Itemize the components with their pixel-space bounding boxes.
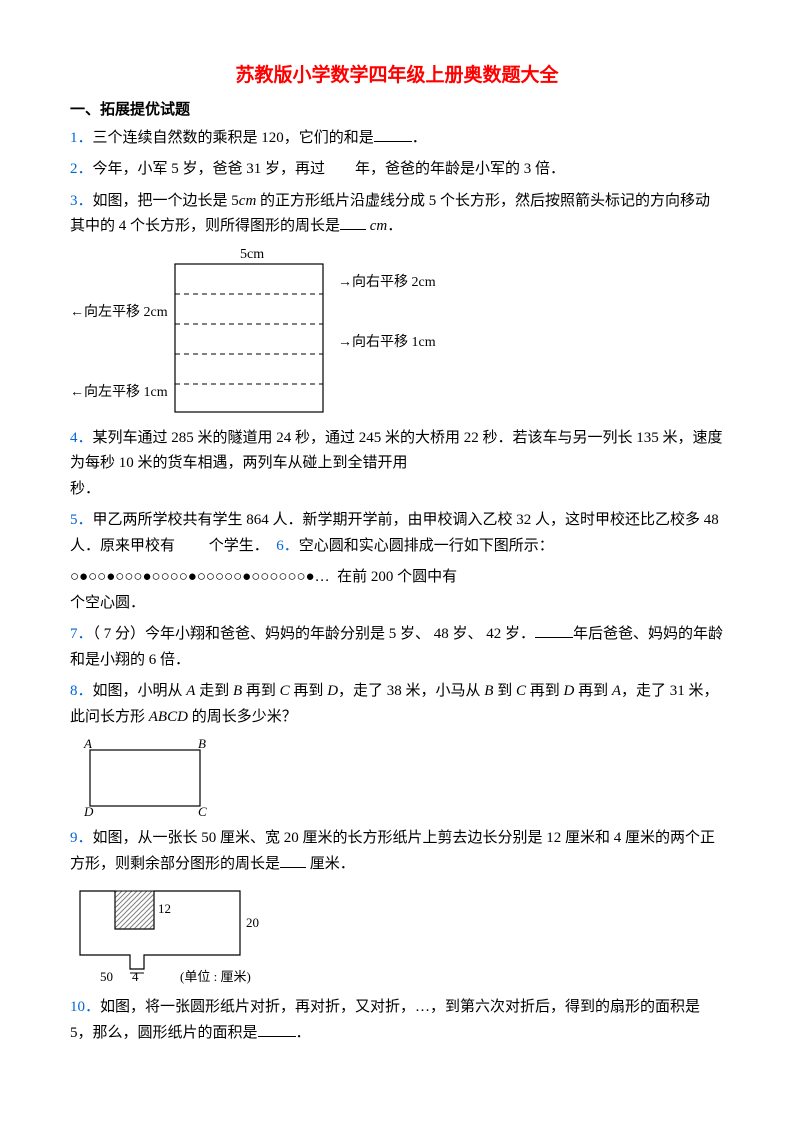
question-9: 9．如图，从一张长 50 厘米、宽 20 厘米的长方形纸片上剪去边长分别是 12… — [70, 826, 724, 877]
q3-fig-square — [175, 264, 323, 412]
q10-blank — [258, 1021, 296, 1037]
q8-fig-B: B — [198, 736, 206, 751]
q3-cm1: cm — [239, 193, 257, 209]
q8-ABCD: ABCD — [149, 709, 188, 725]
question-7: 7．（ 7 分）今年小翔和爸爸、妈妈的年龄分别是 5 岁、 48 岁、 42 岁… — [70, 622, 724, 673]
q6-num: 6． — [276, 538, 299, 554]
q3-fig-right2: →向右平移 1cm — [338, 334, 436, 350]
q3-fig-top-label: 5cm — [240, 247, 264, 262]
q1-num: 1． — [70, 130, 93, 146]
q6-text: 空心圆和实心圆排成一行如下图所示： — [299, 538, 554, 554]
q4-text-a: 某列车通过 285 米的隧道用 24 秒，通过 245 米的大桥用 22 秒．若… — [70, 430, 723, 472]
question-8: 8．如图，小明从 A 走到 B 再到 C 再到 D，走了 38 米，小马从 B … — [70, 679, 724, 730]
q10-text-b: ． — [296, 1025, 311, 1041]
q8-t1: 走到 — [195, 683, 233, 699]
q9-figure: 12 4 50 20 (单位 : 厘米) — [70, 883, 724, 987]
q8-D1: D — [327, 683, 338, 699]
q8-C1: C — [280, 683, 290, 699]
q3-fig-right1: →向右平移 2cm — [338, 274, 436, 290]
q2-text: 今年，小军 5 岁，爸爸 31 岁，再过 年，爸爸的年龄是小军的 3 倍． — [93, 161, 566, 177]
q8-fig-C: C — [198, 804, 207, 818]
q1-text-b: ． — [412, 130, 427, 146]
q8-B1: B — [233, 683, 242, 699]
q8-C2: C — [516, 683, 526, 699]
question-2: 2．今年，小军 5 岁，爸爸 31 岁，再过 年，爸爸的年龄是小军的 3 倍． — [70, 157, 724, 183]
pattern-text-b: 个空心圆． — [70, 595, 145, 611]
q3-num: 3． — [70, 193, 93, 209]
page-title: 苏教版小学数学四年级上册奥数题大全 — [70, 60, 724, 92]
question-3: 3．如图，把一个边长是 5cm 的正方形纸片沿虚线分成 5 个长方形，然后按照箭… — [70, 189, 724, 240]
q5-num: 5． — [70, 512, 93, 528]
question-4: 4．某列车通过 285 米的隧道用 24 秒，通过 245 米的大桥用 22 秒… — [70, 426, 724, 503]
q8-figure: A B C D — [70, 736, 724, 818]
q7-text-a: （ 7 分）今年小翔和爸爸、妈妈的年龄分别是 5 岁、 48 岁、 42 岁． — [93, 626, 536, 642]
q8-fig-rect — [90, 750, 200, 806]
q2-num: 2． — [70, 161, 93, 177]
q7-blank — [535, 622, 573, 638]
q3-cm2: cm — [370, 218, 388, 234]
q9-fig-l4: 4 — [132, 969, 139, 984]
q4-num: 4． — [70, 430, 93, 446]
q9-fig-l20: 20 — [246, 915, 259, 930]
q1-text-a: 三个连续自然数的乘积是 120，它们的和是 — [93, 130, 374, 146]
q9-num: 9． — [70, 830, 93, 846]
q8-t6: 再到 — [526, 683, 564, 699]
question-10: 10．如图，将一张圆形纸片对折，再对折，又对折，…，到第六次对折后，得到的扇形的… — [70, 995, 724, 1046]
q9-blank — [280, 852, 306, 868]
q9-text-a: 如图，从一张长 50 厘米、宽 20 厘米的长方形纸片上剪去边长分别是 12 厘… — [70, 830, 715, 872]
q10-num: 10． — [70, 999, 100, 1015]
q10-text-a: 如图，将一张圆形纸片对折，再对折，又对折，…，到第六次对折后，得到的扇形的面积是… — [70, 999, 700, 1041]
q1-blank — [374, 126, 412, 142]
q8-fig-A: A — [83, 736, 92, 751]
q8-fig-D: D — [83, 804, 94, 818]
q8-t5: 到 — [493, 683, 516, 699]
question-5: 5．甲乙两所学校共有学生 864 人．新学期开学前，由甲校调入乙校 32 人，这… — [70, 508, 724, 559]
q7-num: 7． — [70, 626, 93, 642]
q9-fig-l50: 50 — [100, 969, 113, 984]
q3-text-a: 如图，把一个边长是 5 — [93, 193, 239, 209]
q8-t0: 如图，小明从 — [93, 683, 187, 699]
q3-figure: 5cm →向右平移 2cm →向右平移 1cm ←向左平移 2cm ←向左平移 … — [70, 246, 724, 418]
q4-text-b: 秒． — [70, 481, 100, 497]
pattern-line: ○●○○●○○○●○○○○●○○○○○●○○○○○○●… 在前 200 个圆中有… — [70, 565, 724, 616]
q9-fig-l12: 12 — [158, 901, 171, 916]
pattern-text-a: 在前 200 个圆中有 — [337, 569, 457, 585]
q8-t4: ，走了 38 米，小马从 — [338, 683, 484, 699]
circle-pattern: ○●○○●○○○●○○○○●○○○○○●○○○○○○●… — [70, 569, 330, 585]
q8-t9: 的周长多少米？ — [188, 709, 297, 725]
q3-fig-left2: ←向左平移 1cm — [70, 384, 168, 400]
section-header: 一、拓展提优试题 — [70, 98, 724, 124]
q9-text-b: 厘米． — [310, 856, 355, 872]
q8-t2: 再到 — [242, 683, 280, 699]
question-1: 1．三个连续自然数的乘积是 120，它们的和是 ． — [70, 126, 724, 152]
q8-t3: 再到 — [290, 683, 328, 699]
q3-fig-left1: ←向左平移 2cm — [70, 304, 168, 320]
q9-fig-sq12 — [115, 891, 154, 929]
q8-num: 8． — [70, 683, 93, 699]
q8-t7: 再到 — [574, 683, 612, 699]
q9-fig-unit: (单位 : 厘米) — [180, 969, 251, 984]
q3-text-c: ． — [387, 218, 402, 234]
q8-A2: A — [612, 683, 621, 699]
q3-blank — [340, 214, 366, 230]
q8-D2: D — [564, 683, 575, 699]
